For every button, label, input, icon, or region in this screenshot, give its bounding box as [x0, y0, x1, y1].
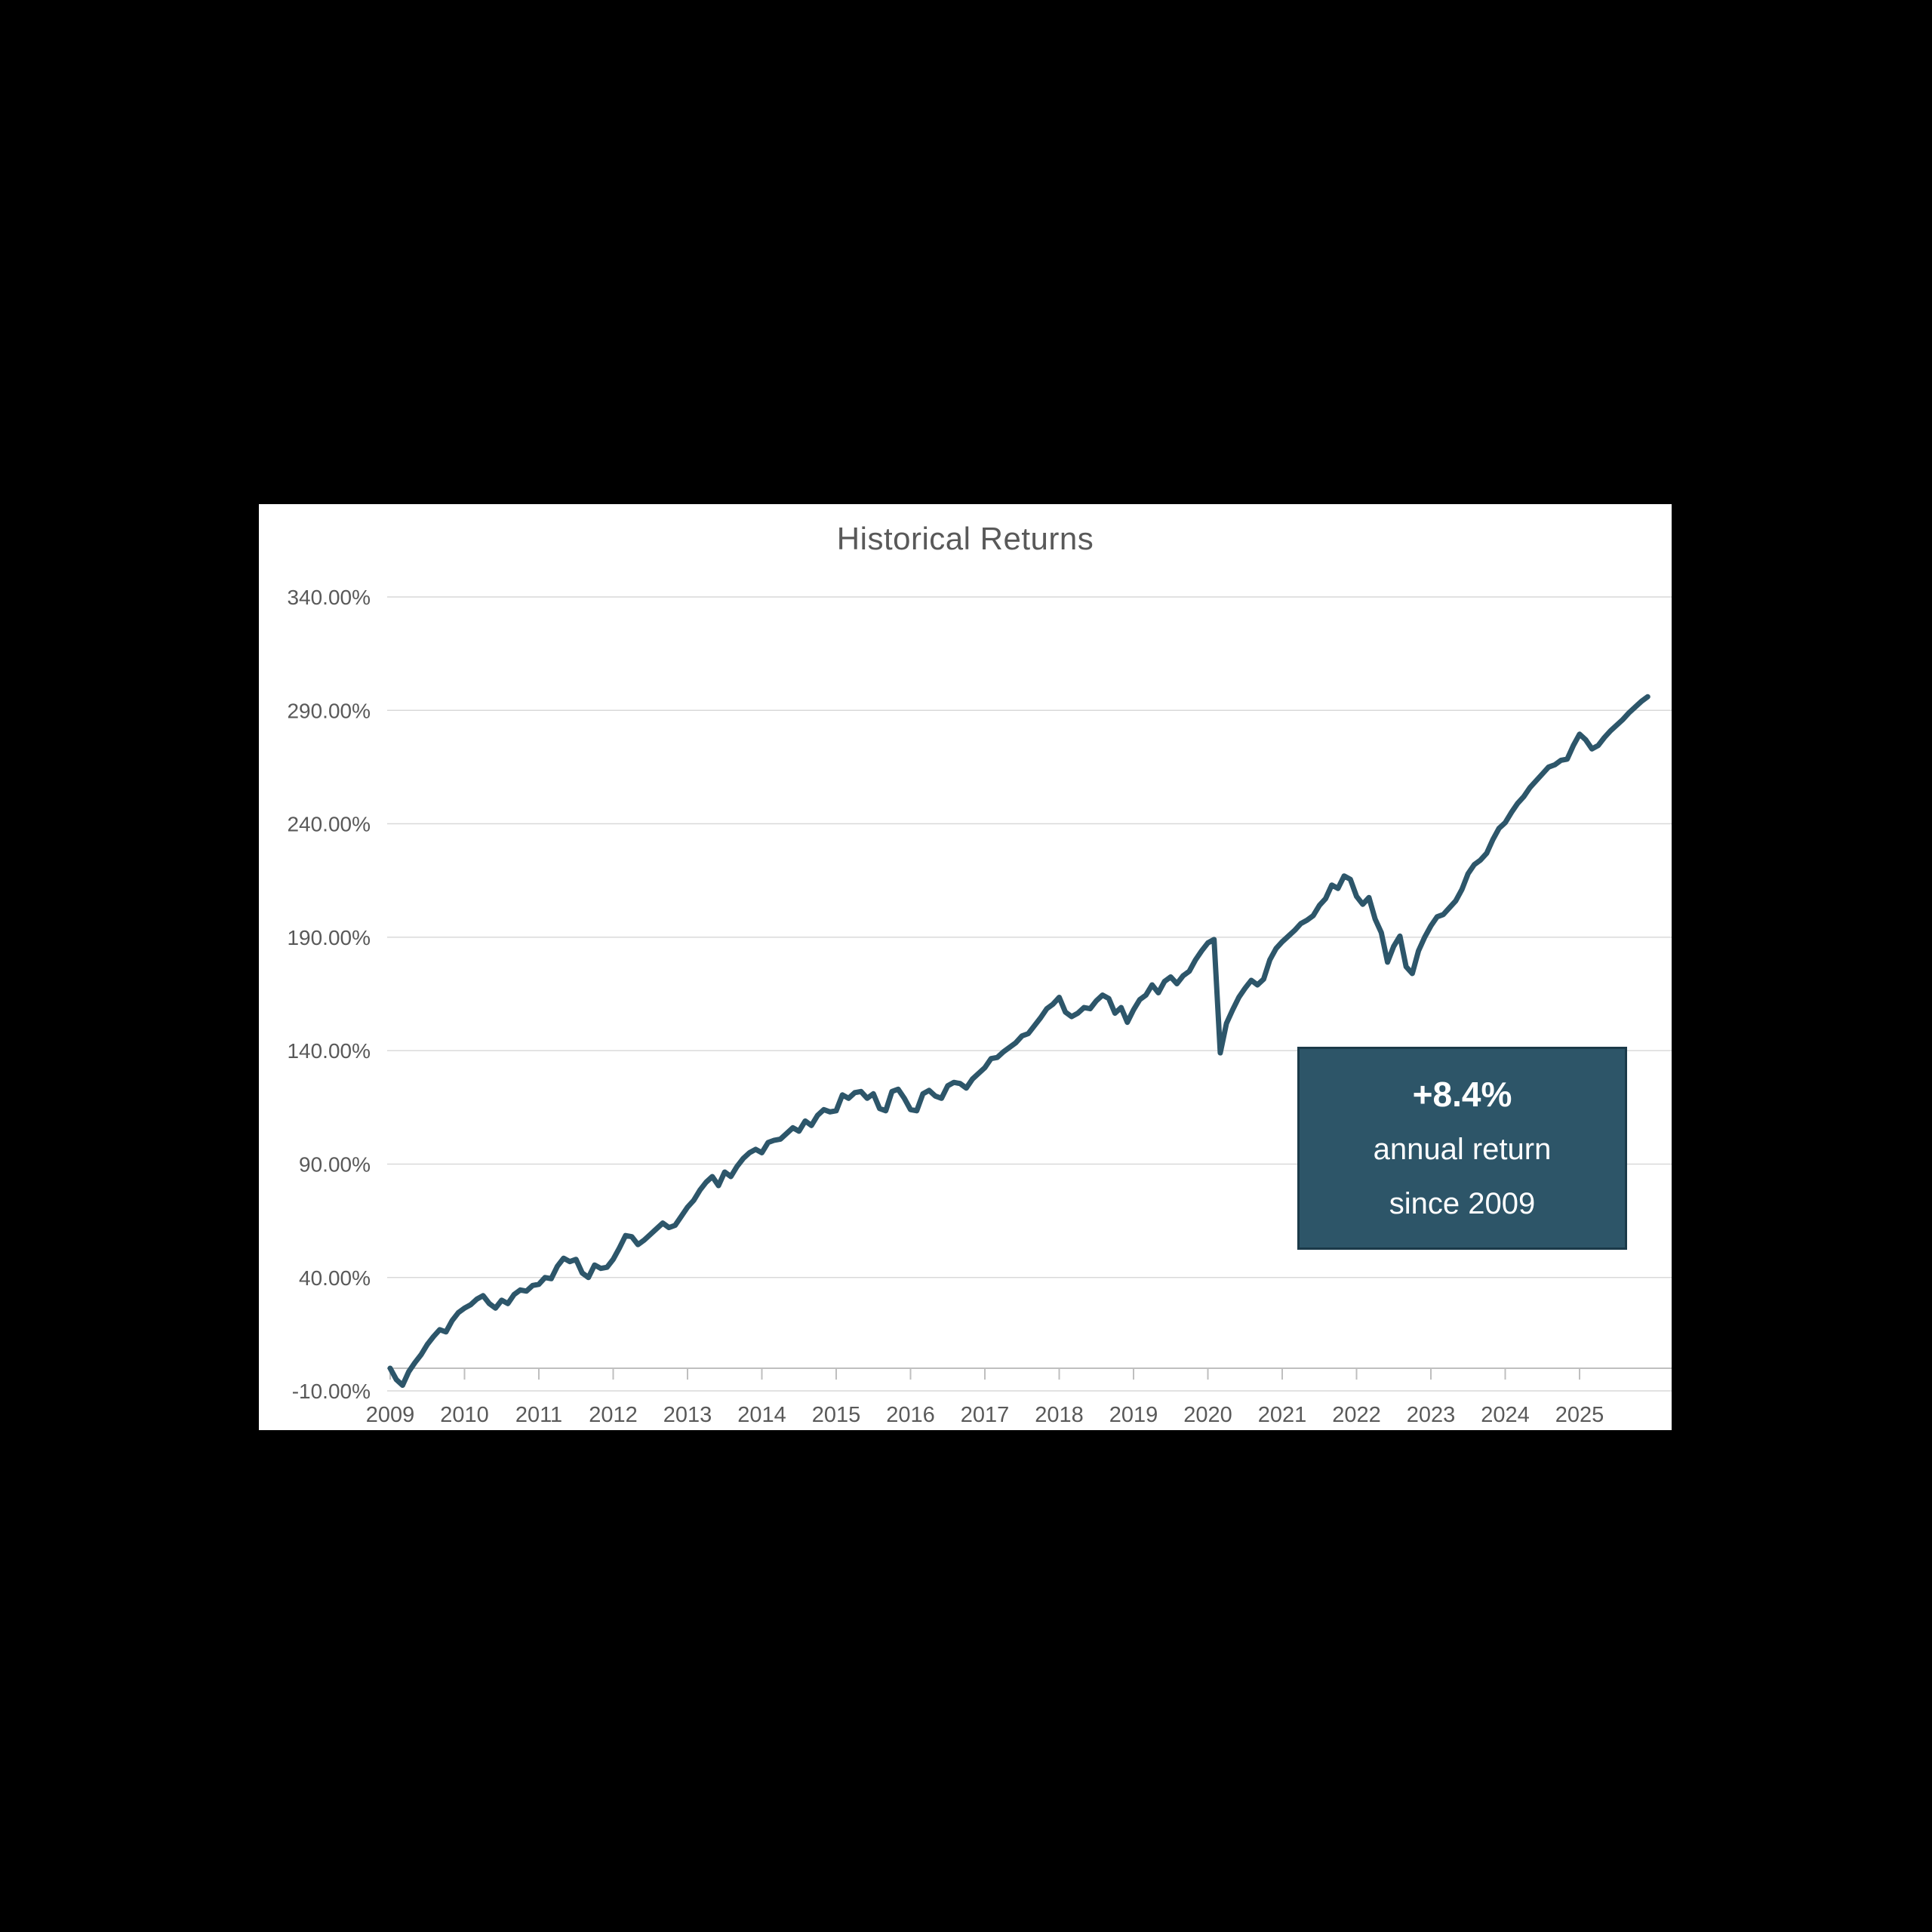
- x-axis-tick-label: 2016: [886, 1403, 935, 1427]
- x-axis-tick-label: 2023: [1407, 1403, 1456, 1427]
- y-axis-tick-label: -10.00%: [292, 1380, 371, 1403]
- returns-series-line: [387, 694, 1651, 1389]
- y-axis-tick-label: 240.00%: [287, 813, 371, 836]
- y-axis-tick-label: 90.00%: [299, 1152, 371, 1176]
- x-axis-tick-label: 2009: [366, 1403, 415, 1427]
- annotation-annual-return-value: +8.4%: [1412, 1074, 1512, 1114]
- x-axis-tick-label: 2010: [440, 1403, 489, 1427]
- chart-card: Historical Returns 340.00% 290.00% 240.00%…: [259, 504, 1672, 1430]
- y-axis-tick-label: 290.00%: [287, 699, 371, 722]
- x-axis-ticks: [389, 1368, 1580, 1380]
- x-axis-tick-label: 2018: [1035, 1403, 1084, 1427]
- x-axis-tick-label: 2017: [961, 1403, 1010, 1427]
- y-axis-tick-label: 340.00%: [287, 586, 371, 609]
- x-axis-tick-label: 2021: [1258, 1403, 1307, 1427]
- x-axis-tick-label: 2013: [663, 1403, 712, 1427]
- x-axis-tick-label: 2025: [1555, 1403, 1604, 1427]
- x-axis-tick-label: 2022: [1332, 1403, 1381, 1427]
- line-chart: 340.00% 290.00% 240.00% 190.00% 140.00% 90.00…: [287, 586, 1672, 1427]
- annotation-line-since-2009: since 2009: [1389, 1186, 1536, 1220]
- x-axis-tick-label: 2014: [737, 1403, 786, 1427]
- y-axis-labels: 340.00% 290.00% 240.00% 190.00% 140.00% 90.00…: [287, 586, 371, 1403]
- x-axis-tick-label: 2020: [1183, 1403, 1232, 1427]
- x-axis-tick-label: 2019: [1109, 1403, 1158, 1427]
- x-axis-tick-label: 2015: [812, 1403, 861, 1427]
- annotation-line-annual-return: annual return: [1373, 1132, 1552, 1166]
- gridlines: [387, 596, 1672, 1392]
- annotation-box: +8.4% annual return since 2009: [1297, 1047, 1627, 1250]
- x-axis-tick-label: 2024: [1481, 1403, 1530, 1427]
- x-axis-tick-label: 2011: [515, 1403, 562, 1427]
- y-axis-tick-label: 40.00%: [299, 1266, 371, 1290]
- chart-title: Historical Returns: [836, 521, 1094, 556]
- x-axis-tick-label: 2012: [589, 1403, 638, 1427]
- y-axis-tick-label: 190.00%: [287, 926, 371, 949]
- y-axis-tick-label: 140.00%: [287, 1039, 371, 1063]
- x-axis-labels: 2009 2010 2011 2012 2013 2014 2015 2016 2017 2018…: [366, 1403, 1604, 1427]
